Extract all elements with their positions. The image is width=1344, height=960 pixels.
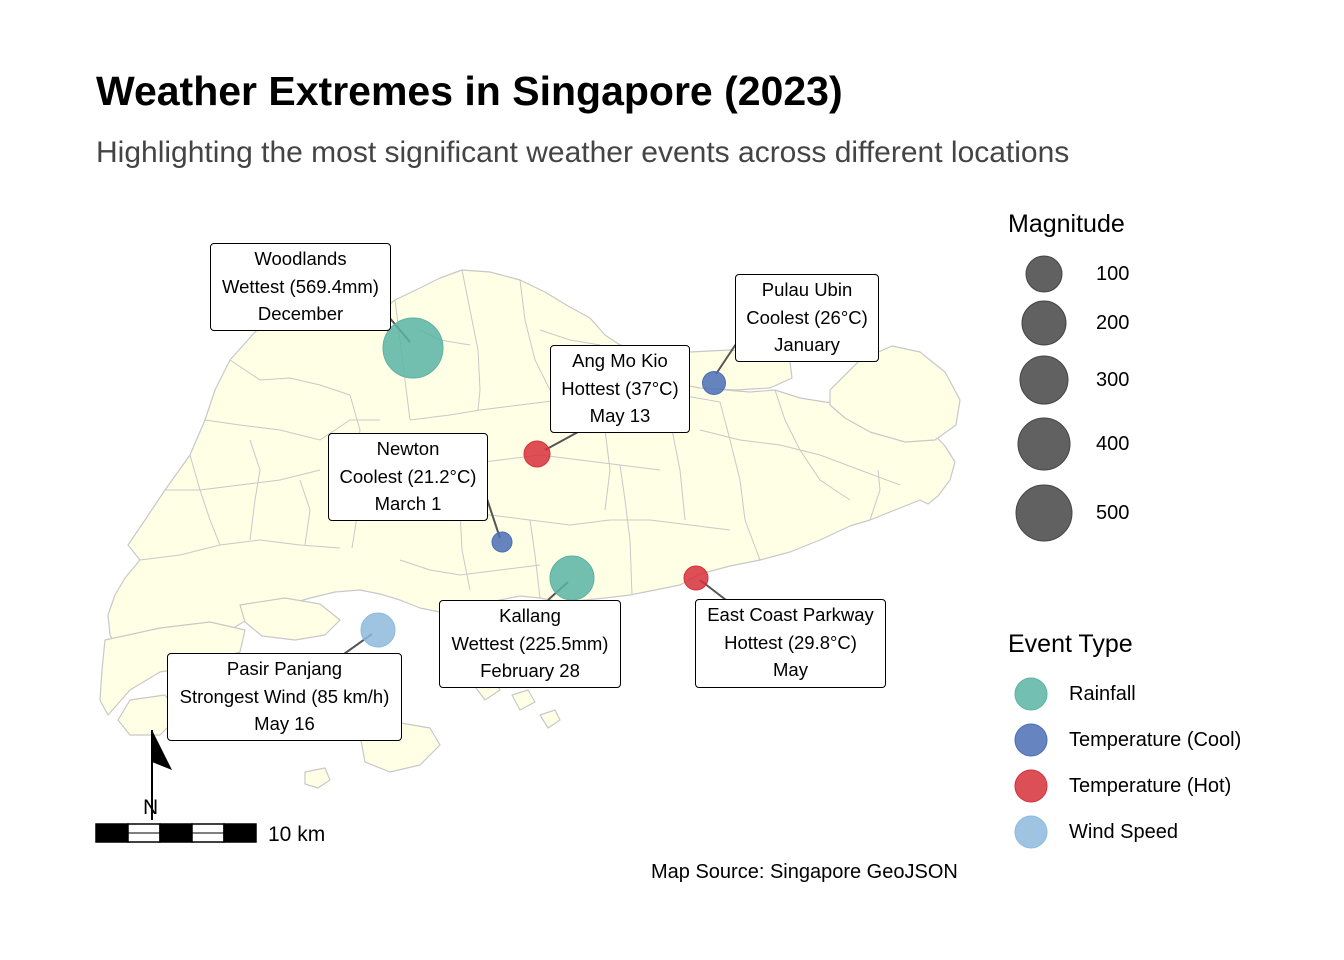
north-arrow-label: N <box>143 796 159 819</box>
size-legend-circle-300 <box>1019 355 1069 405</box>
callout-event: Coolest (21.2°C) <box>339 465 477 487</box>
callout-date: February 28 <box>480 660 580 681</box>
callout-pulau-ubin: Pulau Ubin Coolest (26°C) January <box>735 274 879 362</box>
callout-event: Wettest (569.4mm) <box>222 275 379 297</box>
callout-location: Kallang <box>499 605 561 626</box>
southern-island-2 <box>239 597 341 641</box>
type-legend-label-rainfall: Rainfall <box>1069 683 1136 705</box>
event-point-woodlands[interactable] <box>382 317 444 379</box>
map-subtitle: Highlighting the most significant weathe… <box>96 136 1070 169</box>
size-legend-label-200: 200 <box>1096 312 1130 334</box>
map-source-caption: Map Source: Singapore GeoJSON <box>651 861 958 883</box>
map-title: Weather Extremes in Singapore (2023) <box>96 68 843 114</box>
southern-island-6 <box>511 689 536 711</box>
southern-island-4 <box>304 767 331 789</box>
type-legend-swatch-cool <box>1014 723 1048 757</box>
type-legend-label-cool: Temperature (Cool) <box>1069 729 1242 751</box>
north-arrow-icon <box>151 730 172 820</box>
type-legend-label-wind: Wind Speed <box>1069 821 1178 843</box>
type-legend-title: Event Type <box>1008 630 1133 658</box>
callout-east-coast: East Coast Parkway Hottest (29.8°C) May <box>695 599 886 688</box>
size-legend-circle-200 <box>1021 300 1067 346</box>
callout-date: May 13 <box>589 405 651 426</box>
event-point-pasir-panjang[interactable] <box>360 612 396 648</box>
size-legend-circle-100 <box>1025 255 1063 293</box>
southern-island-7 <box>539 709 561 729</box>
size-legend-label-400: 400 <box>1096 433 1130 455</box>
callout-location: Ang Mo Kio <box>572 350 668 371</box>
event-point-pulau-ubin[interactable] <box>702 371 726 395</box>
size-legend-title: Magnitude <box>1008 210 1125 238</box>
event-point-kallang[interactable] <box>549 555 595 601</box>
callout-pasir-panjang: Pasir Panjang Strongest Wind (85 km/h) M… <box>167 653 402 741</box>
leader-line-newton <box>485 495 501 539</box>
callout-event: Hottest (37°C) <box>561 377 679 399</box>
type-legend-swatch-hot <box>1014 769 1048 803</box>
type-legend-swatch-wind <box>1014 815 1048 849</box>
callout-location: Pasir Panjang <box>226 658 343 679</box>
event-point-newton[interactable] <box>491 531 513 553</box>
size-legend-symbols <box>1015 255 1073 542</box>
size-legend-circle-500 <box>1015 484 1073 542</box>
callout-location: East Coast Parkway <box>707 604 874 625</box>
pulau-tekong-island <box>829 345 961 443</box>
callout-date: January <box>774 334 840 355</box>
type-legend-swatch-rainfall <box>1014 677 1048 711</box>
scale-bar-label: 10 km <box>268 823 326 846</box>
leader-line-pulau-ubin <box>715 343 737 375</box>
callout-kallang: Kallang Wettest (225.5mm) February 28 <box>439 600 621 688</box>
size-legend-label-100: 100 <box>1096 263 1130 285</box>
callout-event: Strongest Wind (85 km/h) <box>179 685 390 707</box>
callout-date: December <box>257 303 344 324</box>
callout-location: Woodlands <box>254 248 347 269</box>
event-point-ang-mo-kio[interactable] <box>523 440 551 468</box>
size-legend-circle-400 <box>1017 417 1071 471</box>
callout-location: Newton <box>376 438 440 459</box>
callout-location: Pulau Ubin <box>761 279 853 300</box>
type-legend-symbols <box>1014 677 1048 849</box>
callout-ang-mo-kio: Ang Mo Kio Hottest (37°C) May 13 <box>550 345 690 433</box>
callout-woodlands: Woodlands Wettest (569.4mm) December <box>210 243 391 331</box>
callout-date: May <box>773 659 808 680</box>
callout-date: May 16 <box>254 713 315 734</box>
event-point-east-coast[interactable] <box>683 565 709 591</box>
size-legend-label-300: 300 <box>1096 369 1130 391</box>
leader-line-ang-mo-kio <box>544 431 579 451</box>
callout-date: March 1 <box>374 493 442 514</box>
southern-island-1 <box>117 694 181 736</box>
type-legend-label-hot: Temperature (Hot) <box>1069 775 1232 797</box>
scale-bar <box>95 823 257 843</box>
event-points <box>360 317 726 648</box>
callout-event: Wettest (225.5mm) <box>451 632 609 654</box>
callout-event: Hottest (29.8°C) <box>724 631 857 653</box>
callout-newton: Newton Coolest (21.2°C) March 1 <box>328 433 488 521</box>
callout-event: Coolest (26°C) <box>746 306 868 328</box>
size-legend-label-500: 500 <box>1096 502 1130 524</box>
